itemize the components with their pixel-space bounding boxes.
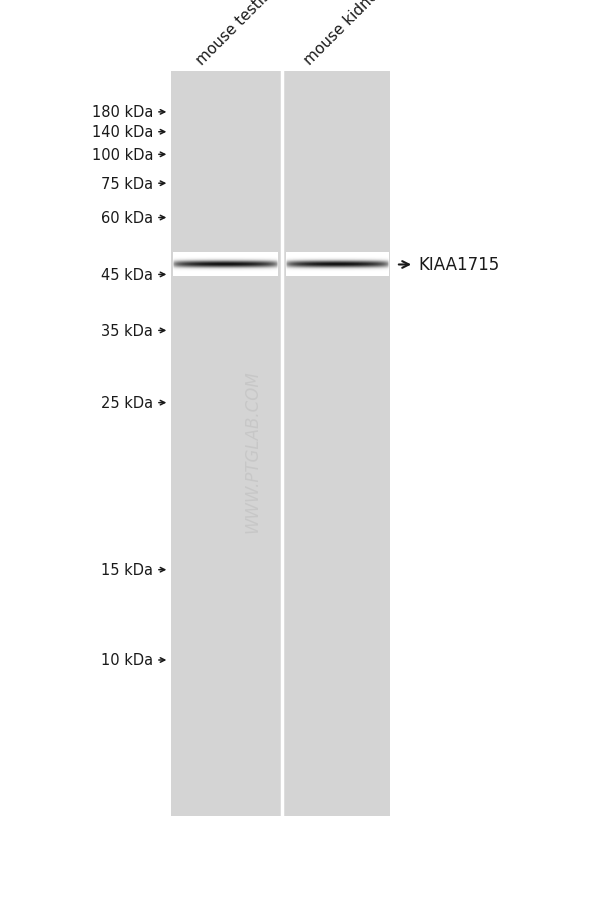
Text: 180 kDa: 180 kDa: [92, 106, 153, 120]
Text: 25 kDa: 25 kDa: [101, 396, 153, 410]
Text: mouse kidney: mouse kidney: [301, 0, 388, 68]
Text: 35 kDa: 35 kDa: [101, 324, 153, 338]
Text: 140 kDa: 140 kDa: [92, 125, 153, 140]
Text: 15 kDa: 15 kDa: [101, 563, 153, 577]
Text: 10 kDa: 10 kDa: [101, 653, 153, 667]
Text: 100 kDa: 100 kDa: [91, 148, 153, 162]
Text: 60 kDa: 60 kDa: [101, 211, 153, 226]
Bar: [171, 72, 390, 816]
Text: KIAA1715: KIAA1715: [419, 256, 500, 274]
Text: 45 kDa: 45 kDa: [101, 268, 153, 282]
Text: WWW.PTGLAB.COM: WWW.PTGLAB.COM: [243, 370, 261, 532]
Text: 75 kDa: 75 kDa: [101, 177, 153, 191]
Text: mouse testis: mouse testis: [193, 0, 273, 68]
